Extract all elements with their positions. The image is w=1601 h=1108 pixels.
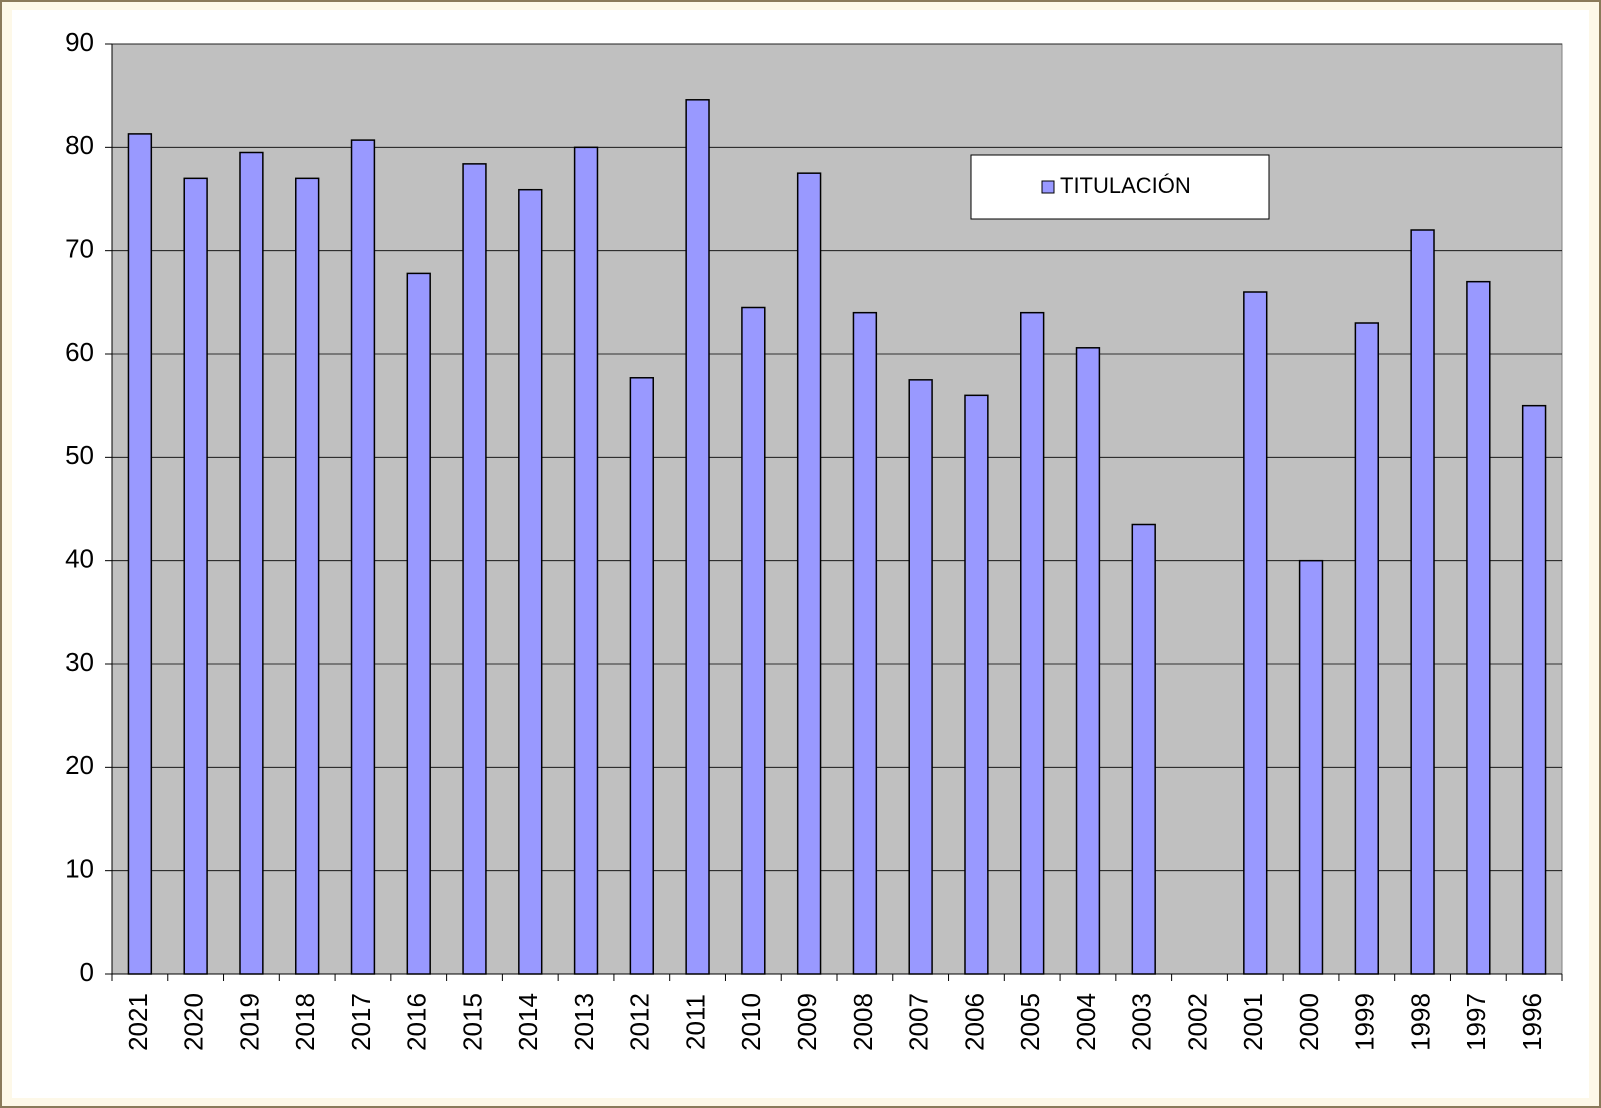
x-tick-label: 1999 <box>1350 993 1380 1051</box>
bar <box>1410 229 1435 975</box>
x-tick-label: 2020 <box>179 993 209 1051</box>
bar <box>1243 291 1268 975</box>
y-tick-label: 20 <box>65 750 94 780</box>
y-tick-label: 40 <box>65 544 94 574</box>
x-tick-label: 2013 <box>569 993 599 1051</box>
x-tick-label: 2017 <box>346 993 376 1051</box>
y-tick-label: 80 <box>65 130 94 160</box>
bar <box>685 99 710 975</box>
legend-box <box>970 154 1270 220</box>
bar <box>629 377 654 975</box>
bar <box>1354 322 1379 975</box>
x-tick-label: 2012 <box>625 993 655 1051</box>
y-tick-label: 70 <box>65 234 94 264</box>
bar <box>573 146 599 975</box>
plot-area <box>111 43 1563 975</box>
bar <box>1131 523 1156 975</box>
x-tick-label: 2003 <box>1127 993 1157 1051</box>
x-tick-label: 2002 <box>1182 993 1212 1051</box>
legend-label: TITULACIÓN <box>1060 173 1191 198</box>
y-tick-label: 0 <box>80 957 94 987</box>
bar <box>1466 280 1491 975</box>
y-tick-label: 30 <box>65 647 94 677</box>
bar <box>406 272 431 975</box>
y-tick-label: 90 <box>65 27 94 57</box>
bar <box>462 163 487 975</box>
bar <box>127 133 153 975</box>
x-tick-label: 2001 <box>1238 993 1268 1051</box>
bar <box>1075 347 1101 975</box>
bar <box>796 172 822 975</box>
x-tick-label: 2015 <box>457 993 487 1051</box>
x-tick-label: 2006 <box>959 993 989 1051</box>
x-tick-label: 1998 <box>1405 993 1435 1051</box>
bar <box>183 177 208 975</box>
y-tick-label: 10 <box>65 854 94 884</box>
bar <box>741 306 766 975</box>
bar <box>1020 311 1045 975</box>
x-tick-label: 2016 <box>402 993 432 1051</box>
x-tick-label: 1997 <box>1461 993 1491 1051</box>
x-tick-label: 2004 <box>1071 993 1101 1051</box>
legend-swatch <box>1041 180 1055 194</box>
x-tick-label: 2007 <box>904 993 934 1051</box>
x-tick-label: 2000 <box>1294 993 1324 1051</box>
bar <box>852 311 878 975</box>
x-tick-label: 2005 <box>1015 993 1045 1051</box>
x-tick-label: 2008 <box>848 993 878 1051</box>
bar <box>964 394 989 975</box>
bar <box>518 188 543 975</box>
x-tick-label: 2021 <box>123 993 153 1051</box>
bar <box>239 151 264 975</box>
x-tick-label: 1996 <box>1517 993 1547 1051</box>
bar <box>350 139 376 975</box>
bar <box>908 379 933 975</box>
y-tick-label: 60 <box>65 337 94 367</box>
y-tick-label: 50 <box>65 440 94 470</box>
x-tick-label: 2011 <box>680 994 710 1050</box>
x-tick-label: 2014 <box>513 993 543 1051</box>
x-tick-label: 2018 <box>290 993 320 1051</box>
bar <box>1298 559 1324 975</box>
x-tick-label: 2009 <box>792 993 822 1051</box>
bar <box>295 177 320 975</box>
x-tick-label: 2010 <box>736 993 766 1051</box>
bar <box>1521 404 1547 975</box>
x-tick-label: 2019 <box>234 993 264 1051</box>
